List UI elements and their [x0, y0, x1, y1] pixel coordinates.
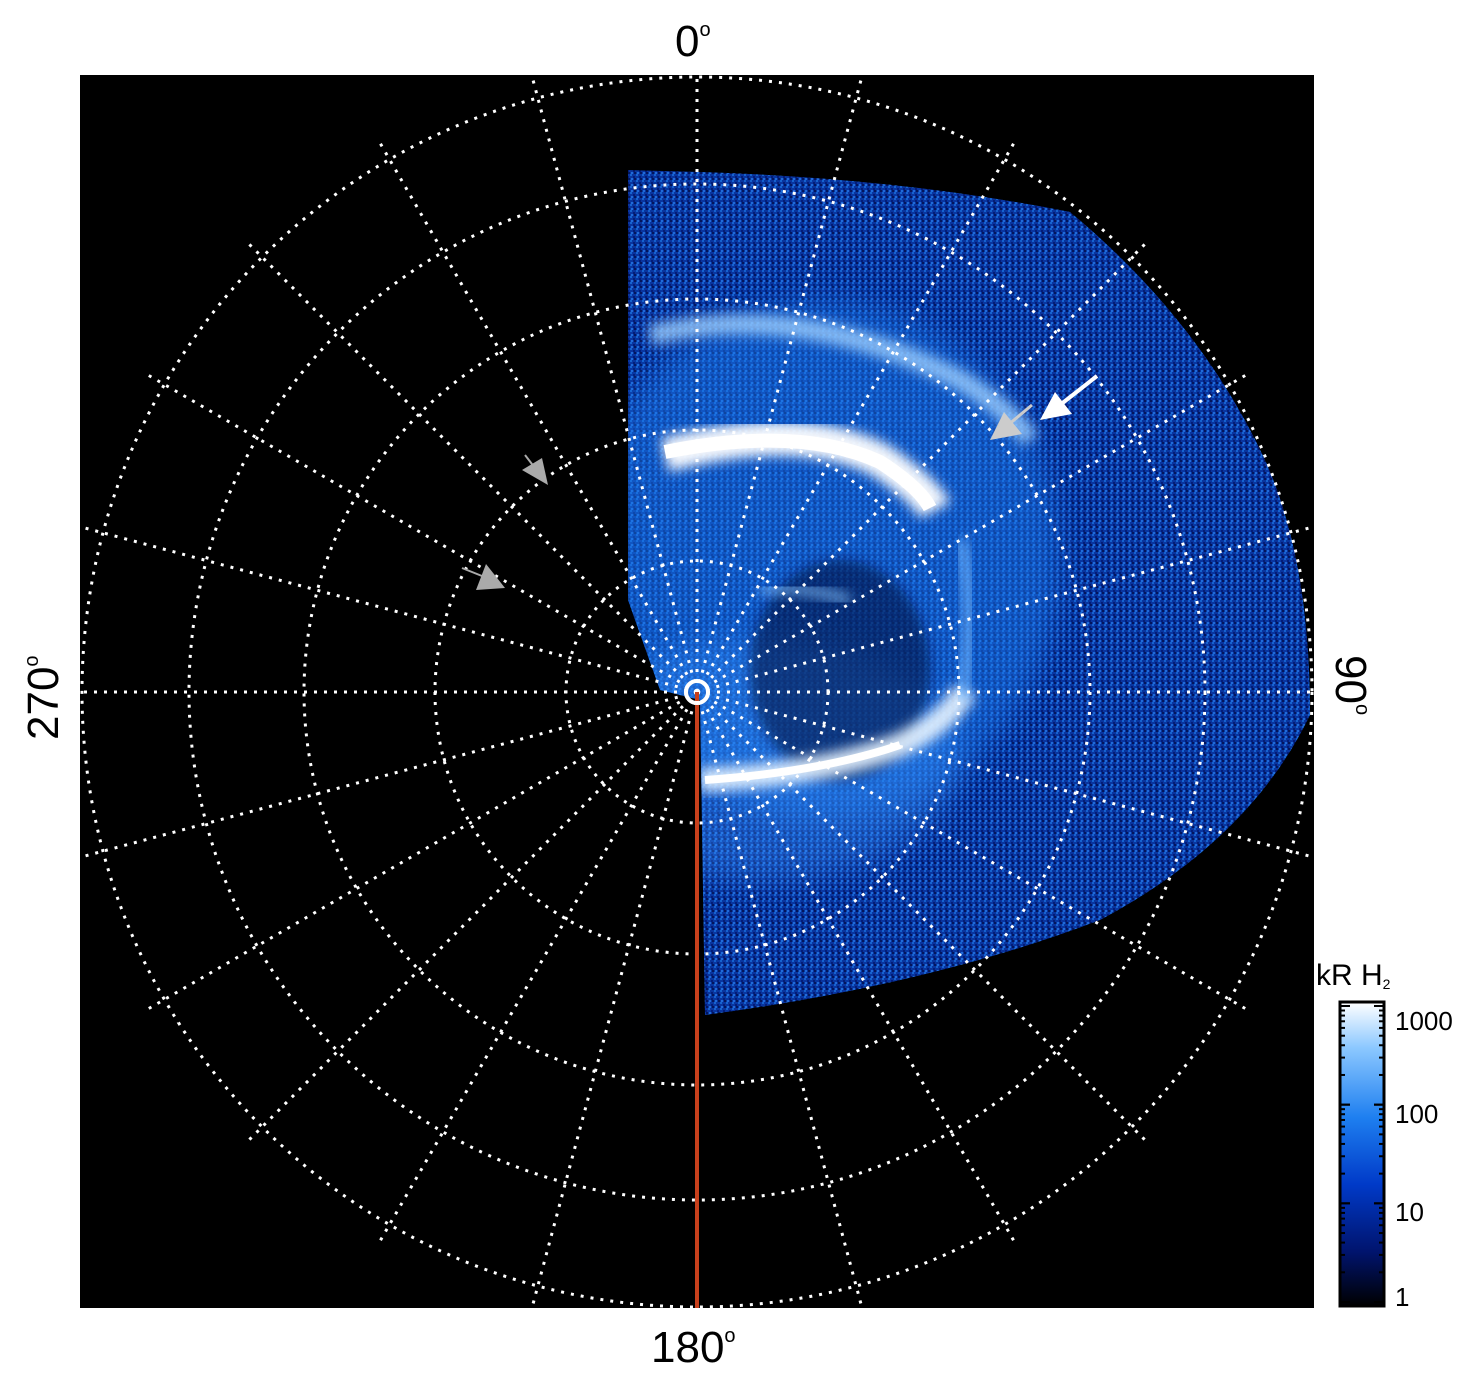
colorbar-tick-1: 1	[1395, 1282, 1409, 1312]
white-arrow	[1040, 374, 1099, 420]
pole-marker	[684, 679, 710, 705]
grid-spoke	[141, 370, 698, 694]
grid-spoke	[695, 691, 1019, 1248]
colorbar-gradient	[1338, 1000, 1386, 1308]
colorbar: kR H2 1000 100 10 1	[1316, 959, 1453, 1312]
grid-spoke	[80, 690, 698, 859]
colorbar-tick-1000: 1000	[1395, 1006, 1453, 1036]
angle-label-left: 270o	[19, 655, 68, 740]
colorbar-tick-100: 100	[1395, 1099, 1438, 1129]
grid-spoke	[696, 370, 1253, 694]
grey-arrow-lower	[461, 564, 505, 590]
angle-label-top: 0o	[675, 17, 711, 66]
grid-spoke	[141, 690, 698, 1014]
angle-label-bottom: 180o	[651, 1323, 736, 1372]
colorbar-units-label: kR H2	[1316, 959, 1391, 992]
grid-spoke	[375, 136, 699, 693]
grid-spoke	[695, 691, 864, 1308]
grid-spoke	[696, 525, 1314, 694]
grid-spoke	[375, 691, 699, 1248]
light-grey-arrow	[990, 403, 1033, 440]
grid-spoke	[530, 75, 699, 693]
grid-spoke	[530, 691, 699, 1308]
grid-spoke	[243, 238, 699, 694]
angle-label-right: 90o	[1326, 655, 1375, 715]
grid-spoke	[695, 75, 864, 693]
grid-spoke	[696, 690, 1253, 1014]
grey-arrow-upper	[522, 454, 548, 485]
grid-spoke	[80, 525, 698, 694]
grid-spoke	[695, 690, 1151, 1146]
grid-spoke	[696, 690, 1314, 859]
outer-arc	[647, 314, 1039, 446]
colorbar-tick-10: 10	[1395, 1197, 1424, 1227]
grid-spokes	[80, 75, 1314, 1308]
grid-spoke	[243, 690, 699, 1146]
grid-spoke	[695, 238, 1151, 694]
grid-spoke	[695, 136, 1019, 693]
